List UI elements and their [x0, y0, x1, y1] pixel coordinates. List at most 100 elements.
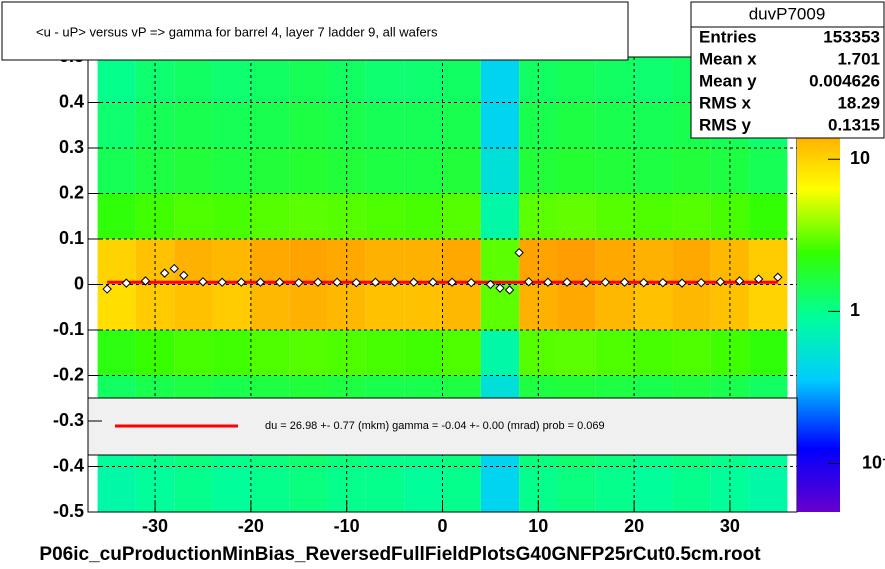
- stat-label: Mean x: [699, 49, 757, 68]
- heat-cell: [404, 466, 443, 512]
- heat-cell: [289, 148, 328, 194]
- heat-cell: [365, 148, 405, 194]
- heat-cell: [174, 239, 213, 285]
- heat-cell: [480, 239, 520, 285]
- profile-point: [658, 277, 668, 288]
- profile-point: [504, 285, 515, 295]
- profile-point: [102, 284, 112, 294]
- profile-point: [332, 277, 342, 287]
- profile-point: [409, 277, 419, 287]
- stat-label: RMS x: [699, 93, 752, 112]
- stat-label: Mean y: [699, 71, 757, 90]
- heat-cell: [174, 148, 213, 194]
- heat-cell: [595, 57, 635, 103]
- stat-value: 1.701: [837, 49, 880, 68]
- heat-cell: [212, 330, 251, 376]
- heat-cell: [404, 284, 443, 330]
- chart-title: <u - uP> versus vP => gamma for barrel 4…: [36, 24, 438, 39]
- title-box: [1, 1, 629, 61]
- heat-cell: [480, 193, 520, 239]
- profile-point: [581, 277, 591, 288]
- heat-cell: [365, 330, 405, 376]
- stat-value: 0.1315: [828, 115, 880, 134]
- x-tick-label: -20: [238, 516, 264, 536]
- heat-cell: [634, 466, 673, 512]
- heat-cell: [480, 102, 520, 148]
- heat-cell: [250, 193, 290, 239]
- heat-cell: [212, 148, 251, 194]
- heat-cell: [595, 284, 635, 330]
- x-tick-label: 30: [720, 516, 740, 536]
- heat-cell: [634, 330, 673, 376]
- heat-cell: [212, 239, 251, 285]
- heat-cell: [365, 57, 405, 103]
- heat-cell: [212, 193, 251, 239]
- profile-point: [773, 272, 783, 282]
- heat-cell: [595, 330, 635, 376]
- stat-value: 0.004626: [809, 71, 880, 90]
- stat-label: Entries: [699, 27, 757, 46]
- heat-cell: [97, 330, 136, 376]
- z-tick-label: 1: [850, 300, 860, 320]
- heat-cell: [97, 102, 136, 148]
- heat-cell: [289, 466, 328, 512]
- heat-cell: [442, 148, 481, 194]
- profile-point: [159, 268, 170, 278]
- stats-title: duvP7009: [749, 4, 826, 23]
- stat-value: 153353: [823, 27, 880, 46]
- heat-cell: [212, 284, 251, 330]
- heat-cell: [289, 239, 328, 285]
- profile-point: [140, 276, 151, 286]
- heat-cell: [97, 466, 136, 512]
- heat-cell: [404, 330, 443, 376]
- x-tick-label: -30: [142, 516, 168, 536]
- heat-cell: [634, 102, 673, 148]
- heat-cell: [365, 193, 405, 239]
- profile-point: [753, 274, 764, 284]
- heat-cell: [212, 57, 251, 103]
- heat-cell: [634, 284, 673, 330]
- heat-cell: [289, 330, 328, 376]
- heat-cell: [557, 330, 596, 376]
- heat-cell: [365, 102, 405, 148]
- x-tick-label: 20: [624, 516, 644, 536]
- y-tick-label: -0.3: [53, 410, 84, 430]
- heat-cell: [595, 466, 635, 512]
- profile-point: [255, 277, 266, 287]
- z-tick-label: 10: [850, 148, 870, 168]
- heat-cell: [174, 284, 213, 330]
- profile-point: [428, 277, 438, 287]
- heat-cell: [749, 148, 788, 194]
- heat-cell: [289, 57, 328, 103]
- heat-cell: [404, 102, 443, 148]
- stat-label: RMS y: [699, 115, 752, 134]
- profile-point: [351, 277, 361, 288]
- heat-cell: [404, 239, 443, 285]
- heat-cell: [672, 466, 711, 512]
- y-tick-label: -0.1: [53, 319, 84, 339]
- profile-point: [619, 277, 630, 287]
- heat-cell: [97, 239, 136, 285]
- heat-cell: [557, 57, 596, 103]
- heat-cell: [634, 239, 673, 285]
- heat-cell: [250, 284, 290, 330]
- heat-cell: [442, 57, 481, 103]
- heat-cell: [749, 193, 788, 239]
- heat-cell: [672, 193, 711, 239]
- heat-cell: [212, 466, 251, 512]
- y-tick-label: 0.4: [59, 91, 84, 111]
- stats: Entries 153353 Mean x 1.701 Mean y 0.004626 RM…: [699, 27, 880, 134]
- heat-cell: [404, 193, 443, 239]
- profile-point: [198, 277, 208, 287]
- heat-cell: [749, 330, 788, 376]
- profile-point: [600, 277, 611, 287]
- heat-cell: [557, 193, 596, 239]
- heat-cell: [250, 466, 290, 512]
- heat-cell: [557, 102, 596, 148]
- footer: P06ic_cuProductionMinBias_ReversedFullFi…: [39, 544, 761, 565]
- y-tick-label: 0.2: [59, 182, 84, 202]
- profile-point: [217, 277, 227, 287]
- profile-point: [734, 276, 745, 286]
- x-tick-label: 0: [437, 516, 447, 536]
- heat-cell: [174, 193, 213, 239]
